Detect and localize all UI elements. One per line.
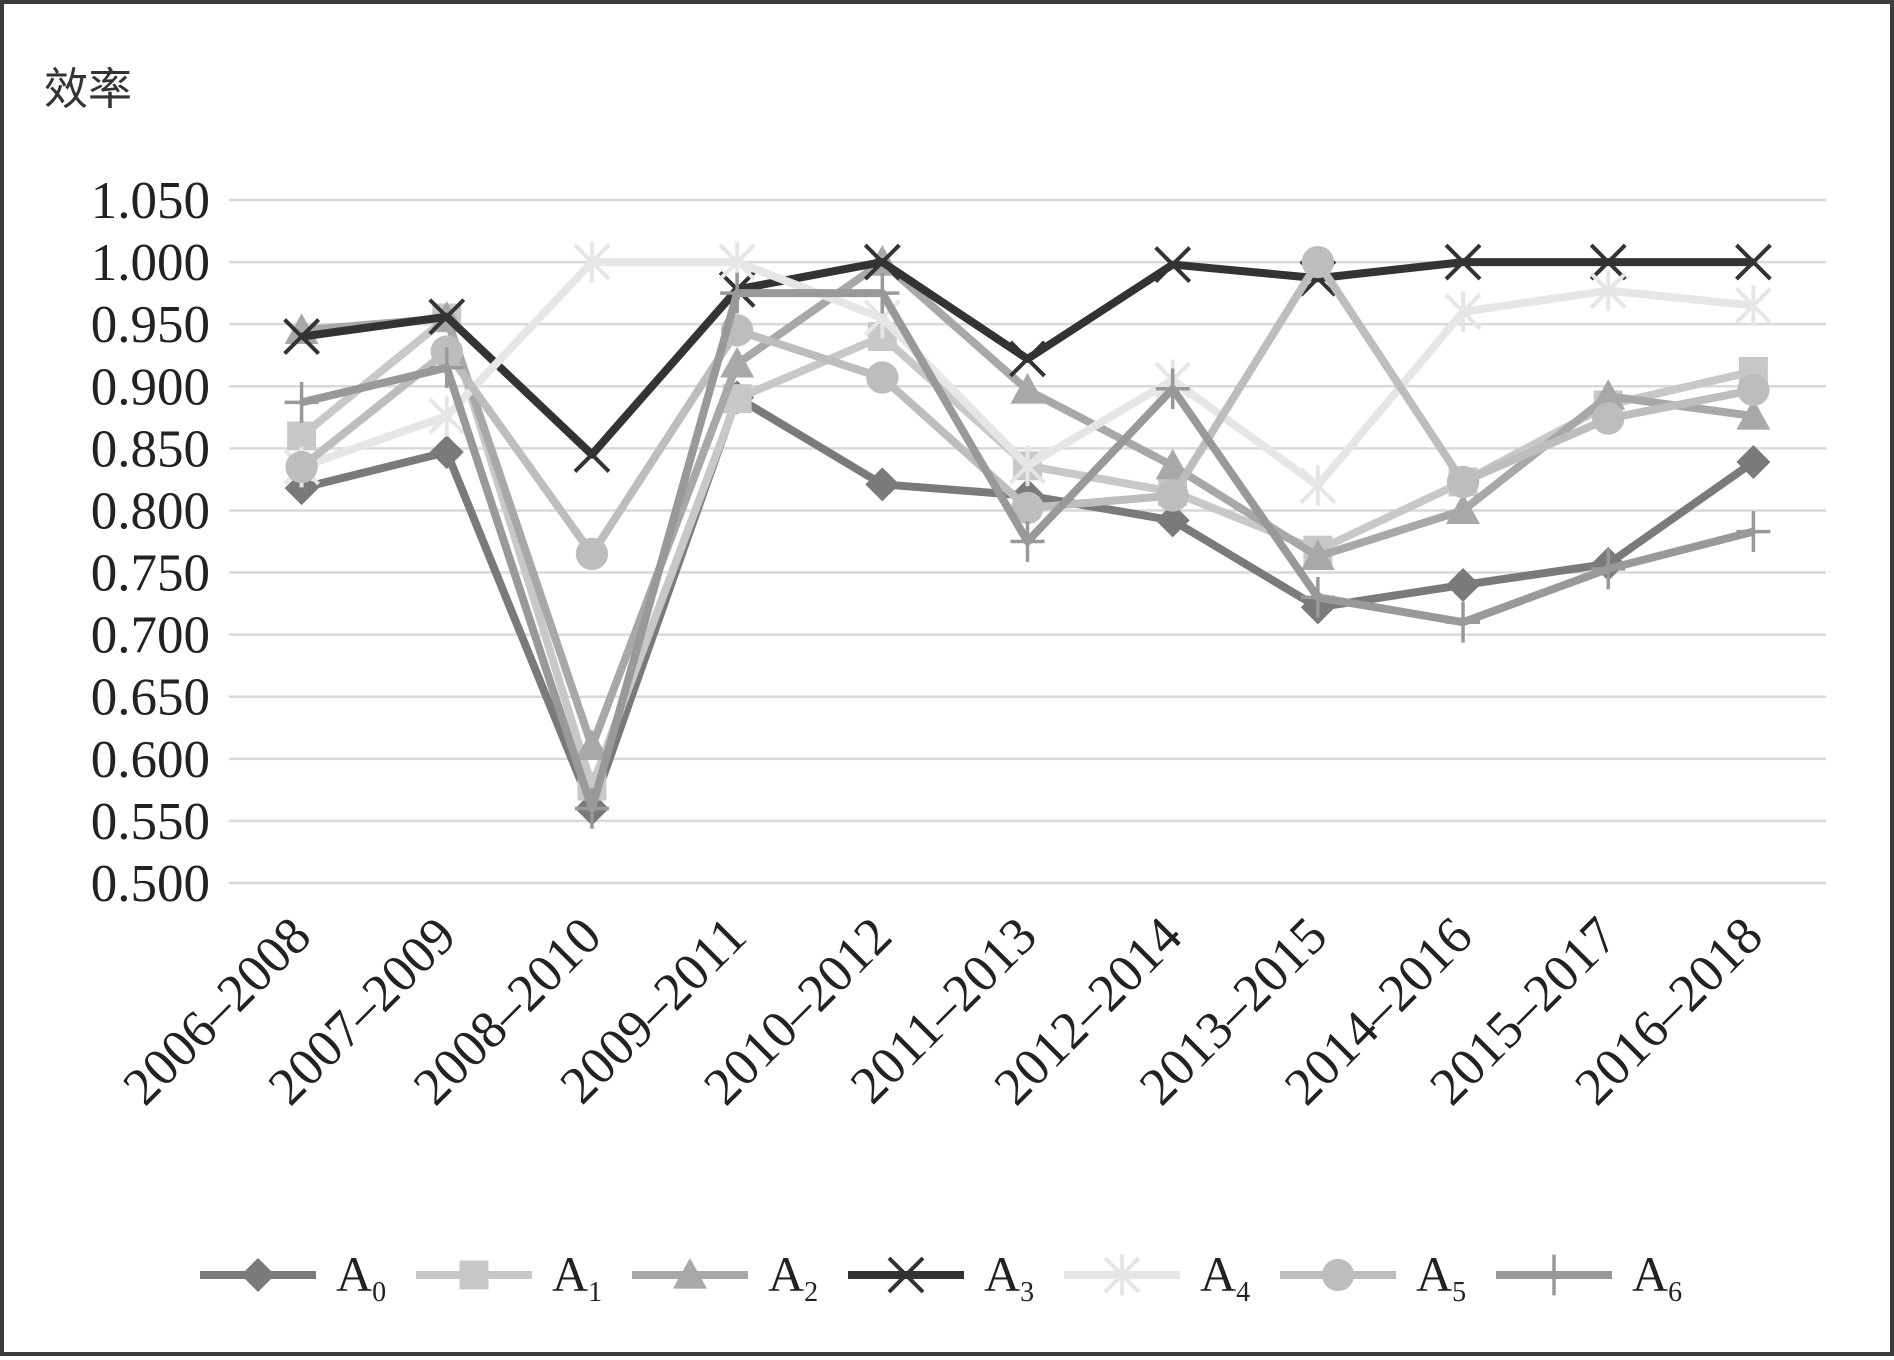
y-tick-label: 0.500 [91, 855, 210, 913]
data-point [429, 347, 464, 389]
legend-label: A2 [768, 1246, 818, 1308]
data-point [1446, 465, 1480, 499]
data-point [1155, 503, 1190, 538]
data-point [1009, 445, 1046, 487]
data-point [459, 1260, 489, 1290]
legend-label: A5 [1416, 1246, 1466, 1308]
data-point [429, 435, 464, 470]
data-point [283, 318, 321, 356]
y-tick-label: 0.800 [91, 482, 210, 540]
data-point [573, 436, 611, 473]
data-point [865, 467, 900, 502]
data-point [1734, 243, 1772, 281]
data-point [1446, 567, 1481, 602]
legend-label: A0 [336, 1246, 386, 1308]
legend-item-A2: A2 [632, 1246, 818, 1308]
data-point [1103, 1254, 1141, 1296]
y-tick-label: 0.550 [91, 793, 210, 851]
data-point [1155, 368, 1190, 410]
data-point [1444, 291, 1482, 333]
data-point [1734, 285, 1772, 326]
data-point [1537, 1254, 1571, 1296]
data-point [1589, 243, 1627, 281]
legend-item-A4: A4 [1064, 1246, 1250, 1308]
data-point [287, 421, 317, 451]
data-point [1154, 246, 1192, 283]
y-tick-label: 1.000 [91, 234, 210, 292]
legend-label: A1 [552, 1246, 602, 1308]
y-tick-label: 0.700 [91, 607, 210, 665]
y-tick-label: 0.900 [91, 358, 210, 416]
x-tick-labels: 2006–20082007–20092008–20102009–20112010… [112, 906, 1773, 1116]
data-point [863, 243, 901, 281]
data-point [1009, 340, 1046, 378]
efficiency-line-chart: 效率 1.0501.0000.9500.9000.8500.8000.7500.… [44, 64, 1826, 1308]
data-point [673, 1258, 707, 1289]
data-point [1737, 373, 1770, 407]
legend-item-A1: A1 [416, 1246, 602, 1308]
y-tick-label: 0.650 [91, 669, 210, 727]
legend-item-A3: A3 [848, 1246, 1034, 1308]
series-A5 [285, 245, 1770, 571]
data-point [1300, 576, 1335, 618]
data-point [1446, 601, 1481, 643]
y-tick-label: 0.950 [91, 296, 210, 354]
legend-item-A5: A5 [1280, 1246, 1466, 1308]
y-tick-label: 0.850 [91, 420, 210, 478]
data-point [1736, 445, 1771, 480]
data-point [1446, 493, 1481, 525]
data-point [1321, 1258, 1355, 1292]
legend-item-A6: A6 [1496, 1246, 1682, 1308]
data-point [285, 450, 318, 484]
legend-label: A6 [1632, 1246, 1682, 1308]
data-point [284, 382, 319, 423]
data-point [1591, 548, 1626, 590]
data-point [865, 272, 900, 314]
data-point [1736, 399, 1771, 430]
data-point [1592, 402, 1625, 435]
series-A6 [284, 272, 1771, 829]
y-tick-labels: 1.0501.0000.9500.9000.8500.8000.7500.700… [91, 172, 210, 913]
data-point [1444, 243, 1482, 281]
legend: A0 A1 A2 A3 A4 A5 A6 [200, 1246, 1682, 1308]
y-tick-label: 0.600 [91, 731, 210, 789]
data-point [1300, 539, 1335, 571]
data-point [720, 346, 755, 378]
data-point [1736, 511, 1771, 552]
data-point [1011, 491, 1044, 525]
data-point [575, 537, 609, 571]
data-point [887, 1256, 925, 1294]
data-point [1156, 479, 1189, 512]
data-point [1301, 245, 1335, 279]
data-point [428, 298, 466, 336]
data-point [720, 272, 755, 314]
data-point [1299, 465, 1337, 507]
data-point [574, 788, 609, 829]
data-point [574, 729, 609, 760]
y-tick-label: 1.050 [91, 172, 210, 230]
legend-label: A4 [1200, 1246, 1250, 1308]
legend-label: A3 [984, 1246, 1034, 1308]
data-point [1589, 270, 1627, 312]
y-axis-label: 效率 [44, 64, 132, 115]
data-point [1155, 448, 1190, 480]
data-point [1010, 372, 1045, 404]
y-tick-label: 0.750 [91, 545, 210, 603]
data-point [241, 1258, 275, 1292]
series-layer [283, 241, 1772, 829]
series-A3 [283, 243, 1772, 473]
legend-item-A0: A0 [200, 1246, 386, 1308]
data-point [1010, 521, 1045, 562]
data-point [1591, 379, 1626, 410]
data-point [573, 241, 611, 283]
data-point [866, 361, 899, 394]
